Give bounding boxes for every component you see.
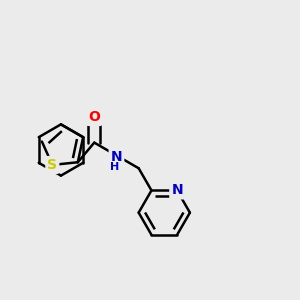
Text: N: N xyxy=(171,183,183,197)
Text: S: S xyxy=(47,158,57,172)
Text: N: N xyxy=(111,150,122,164)
Text: O: O xyxy=(88,110,100,124)
Text: H: H xyxy=(110,162,119,172)
